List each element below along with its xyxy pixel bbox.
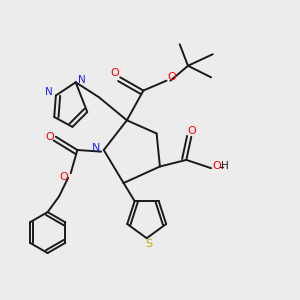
Text: O: O <box>110 68 119 78</box>
Text: N: N <box>45 87 52 97</box>
Text: O: O <box>59 172 68 182</box>
Text: S: S <box>145 239 152 249</box>
Text: N: N <box>78 75 86 85</box>
Text: O: O <box>167 72 176 82</box>
Text: N: N <box>92 143 101 153</box>
Text: H: H <box>221 160 229 170</box>
Text: O: O <box>187 126 196 136</box>
Text: O: O <box>45 132 54 142</box>
Text: O: O <box>212 160 221 170</box>
